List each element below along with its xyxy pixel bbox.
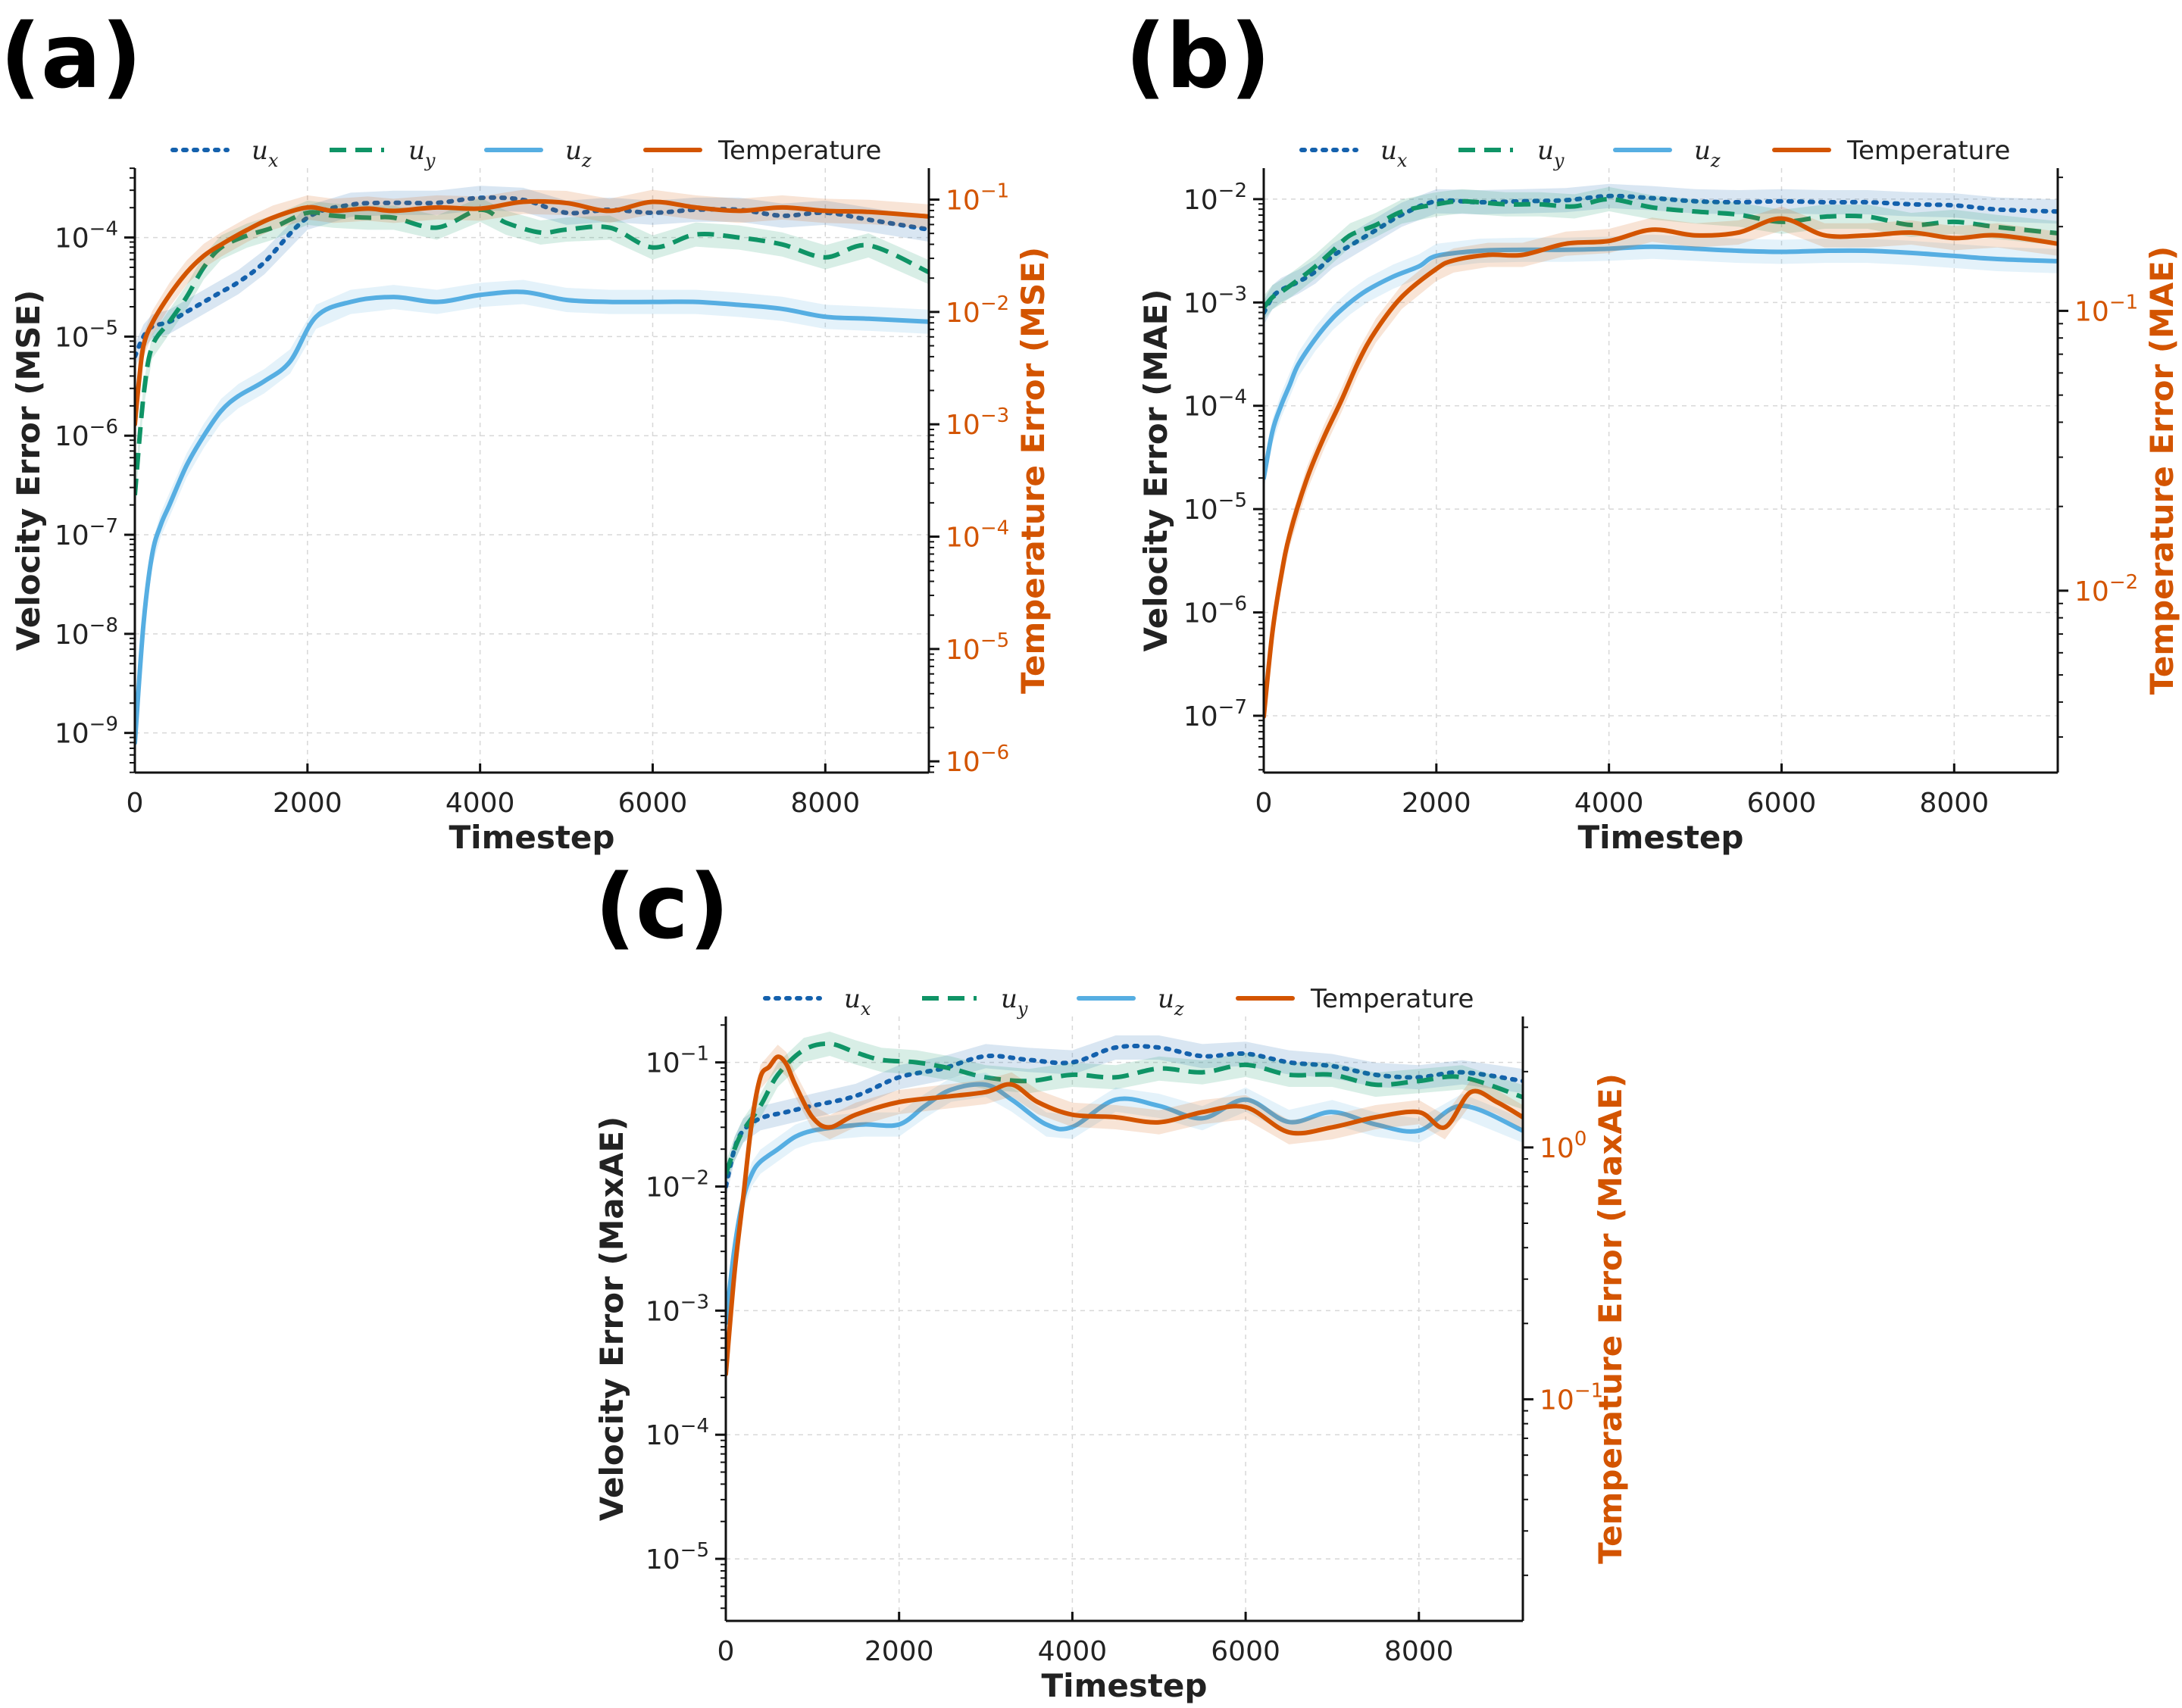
x-tick-label: 6000 [1747, 788, 1817, 819]
legend: ux uy uz Temperature [170, 136, 881, 171]
y-tick-label: 10−6 [55, 416, 118, 452]
x-tick-label: 6000 [618, 788, 688, 819]
legend-label-uy: uy [408, 136, 436, 171]
y-tick-label: 10−4 [55, 218, 118, 254]
series-band-uy [1264, 186, 2058, 320]
y2-axis-title: Temperature Error (MAE) [2143, 246, 2180, 695]
y2-tick-label: 10−1 [1540, 1379, 1603, 1416]
y-tick-label: 10−5 [646, 1539, 709, 1575]
y2-tick-label: 10−2 [2074, 571, 2138, 607]
y-tick-label: 10−2 [1183, 180, 1247, 216]
series-band-uy [726, 1032, 1523, 1187]
series-group [726, 1032, 1523, 1387]
panel-label: (a) [0, 4, 142, 108]
x-tick-label: 8000 [1384, 1636, 1454, 1667]
legend-label-ux: ux [844, 984, 871, 1019]
x-tick-label: 4000 [1574, 788, 1644, 819]
x-tick-label: 8000 [1919, 788, 1989, 819]
series-line-temperature [135, 198, 929, 427]
y-axis-title: Velocity Error (MAE) [1137, 289, 1174, 651]
y2-tick-label: 10−5 [946, 629, 1009, 666]
y-tick-label: 10−5 [1183, 489, 1247, 526]
y2-tick-label: 10−2 [946, 292, 1009, 329]
y-tick-label: 10−8 [55, 614, 118, 651]
y2-axis-title: Temperature Error (MSE) [1014, 247, 1052, 694]
legend: ux uy uz Temperature [1299, 136, 2010, 171]
series-line-uy [726, 1041, 1523, 1176]
x-tick-label: 0 [1255, 788, 1273, 819]
legend-label-uz: uz [565, 136, 592, 171]
x-tick-label: 2000 [1402, 788, 1471, 819]
series-line-uy [135, 207, 929, 495]
y-tick-label: 10−4 [646, 1415, 709, 1451]
series-line-uz [135, 289, 929, 745]
panel-c: (c) 0 2000 4000 6000 8000 10−5 10−4 10−3 10−2 10−1… [593, 854, 1629, 1704]
y-tick-label: 10−4 [1183, 386, 1247, 423]
y-tick-label: 10−1 [646, 1043, 709, 1079]
y-tick-label: 10−7 [1183, 696, 1247, 732]
y-tick-label: 10−3 [646, 1291, 709, 1327]
y2-tick-label: 10−3 [946, 404, 1009, 441]
y2-tick-label: 10−4 [946, 517, 1009, 554]
series-line-ux [726, 1044, 1523, 1189]
y2-tick-label: 100 [1540, 1128, 1586, 1164]
y2-tick-label: 10−6 [946, 742, 1009, 778]
legend-label-ux: ux [252, 136, 279, 171]
series-band-uz [135, 279, 929, 755]
series-line-uy [1264, 196, 2058, 310]
panel-a: (a) 0 2000 4000 6000 8000 10−9 10−8 10−7 10−6 10−5… [0, 4, 1052, 856]
legend: ux uy uz Temperature [763, 984, 1474, 1019]
legend-label-uz: uz [1694, 136, 1721, 171]
y-tick-label: 10−6 [1183, 593, 1247, 629]
y-tick-label: 10−2 [646, 1166, 709, 1203]
series-band-uy [135, 197, 929, 507]
series-line-temperature [726, 1054, 1523, 1377]
series-band-ux [1264, 183, 2058, 325]
legend-label-uy: uy [1001, 984, 1028, 1019]
series-line-uz [1264, 244, 2058, 481]
x-axis-title: Timestep [449, 819, 615, 856]
panel-label: (c) [595, 854, 730, 959]
y2-axis-title: Temperature Error (MaxAE) [1592, 1073, 1629, 1564]
x-tick-label: 2000 [273, 788, 342, 819]
x-tick-label: 4000 [445, 788, 515, 819]
x-axis-title: Timestep [1042, 1667, 1208, 1704]
legend-label-temperature: Temperature [717, 136, 881, 166]
y-axis-title: Velocity Error (MaxAE) [593, 1116, 630, 1521]
y2-tick-label: 10−1 [946, 180, 1009, 217]
legend-label-uy: uy [1537, 136, 1565, 171]
x-tick-label: 0 [127, 788, 144, 819]
panel-label: (b) [1125, 4, 1271, 108]
x-tick-label: 2000 [864, 1636, 934, 1667]
y-tick-label: 10−7 [55, 515, 118, 551]
legend-label-ux: ux [1380, 136, 1408, 171]
series-group [1264, 183, 2058, 729]
x-tick-label: 4000 [1038, 1636, 1108, 1667]
x-tick-label: 0 [717, 1636, 735, 1667]
series-band-uz [1264, 234, 2058, 491]
legend-label-temperature: Temperature [1310, 984, 1474, 1014]
series-line-uz [726, 1082, 1523, 1325]
x-tick-label: 8000 [790, 788, 860, 819]
series-line-temperature [1264, 216, 2058, 720]
panel-b: (b) 0 2000 4000 6000 8000 10−7 10−6 10−5 10−4 10−3… [1125, 4, 2180, 856]
legend-label-uz: uz [1158, 984, 1184, 1019]
x-axis-title: Timestep [1578, 819, 1744, 856]
y-tick-label: 10−3 [1183, 283, 1247, 319]
series-group [135, 186, 929, 755]
y-tick-label: 10−9 [55, 713, 118, 750]
series-line-ux [1264, 193, 2058, 315]
x-tick-label: 6000 [1211, 1636, 1280, 1667]
y2-tick-label: 10−1 [2074, 291, 2138, 327]
legend-label-temperature: Temperature [1846, 136, 2010, 166]
y-axis-title: Velocity Error (MSE) [10, 290, 47, 651]
y-tick-label: 10−5 [55, 317, 118, 353]
series-band-temperature [135, 189, 929, 437]
